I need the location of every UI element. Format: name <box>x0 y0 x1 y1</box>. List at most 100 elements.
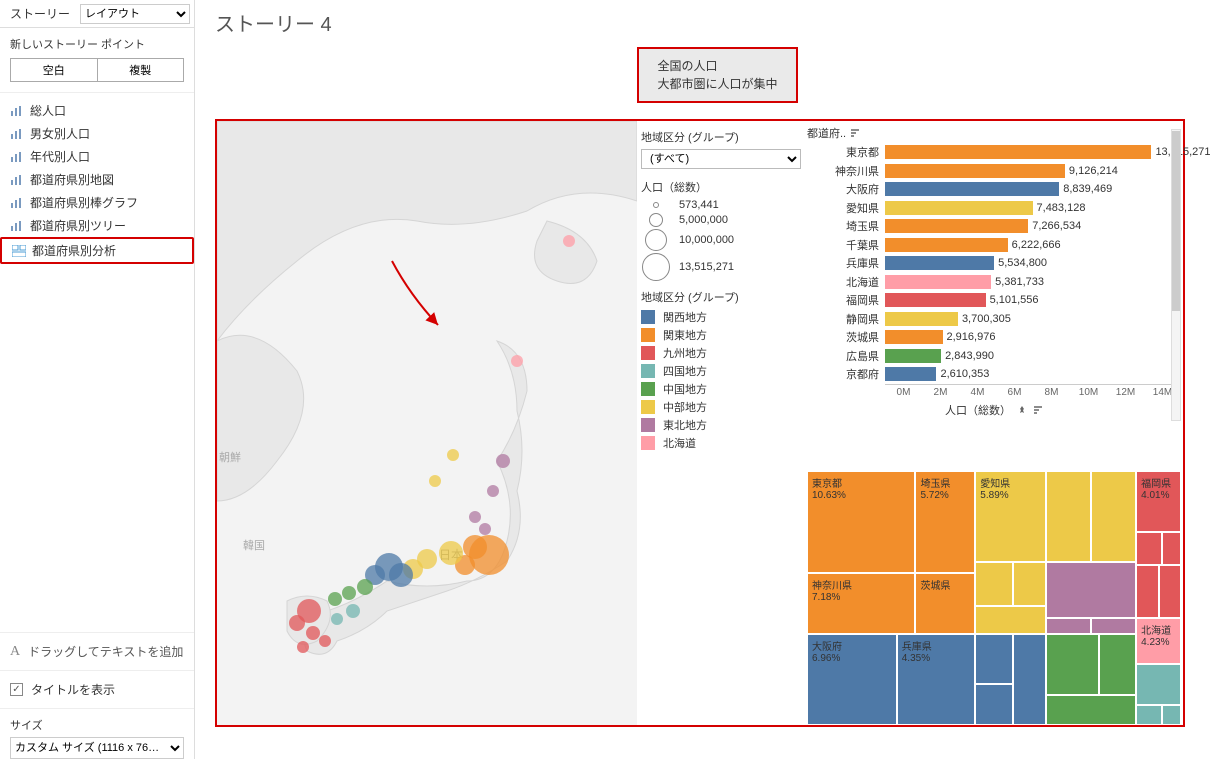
bar-row[interactable]: 愛知県7,483,128 <box>807 199 1181 218</box>
treemap-cell[interactable] <box>1136 565 1158 618</box>
map-bubble[interactable] <box>439 541 463 565</box>
color-legend-item[interactable]: 東北地方 <box>641 417 801 433</box>
treemap-cell[interactable] <box>1159 565 1181 618</box>
treemap-cell[interactable] <box>1162 705 1181 725</box>
size-legend-item: 573,441 <box>641 199 801 211</box>
story-title[interactable]: ストーリー 4 <box>215 0 1220 47</box>
bar-row[interactable]: 北海道5,381,733 <box>807 273 1181 292</box>
sheet-item[interactable]: 年代別人口 <box>0 145 194 168</box>
map-bubble[interactable] <box>331 613 343 625</box>
treemap-cell[interactable] <box>1136 705 1162 725</box>
bar-row[interactable]: 福岡県5,101,556 <box>807 291 1181 310</box>
treemap-cell[interactable]: 大阪府6.96% <box>807 634 897 725</box>
treemap-cell[interactable] <box>1046 618 1091 633</box>
treemap-cell[interactable]: 愛知県5.89% <box>975 471 1046 562</box>
map-bubble[interactable] <box>479 523 491 535</box>
pin-icon[interactable] <box>1017 405 1027 415</box>
filter-title: 地域区分 (グループ) <box>641 129 801 145</box>
map-label-nkorea: 朝鮮 <box>219 450 241 464</box>
treemap-cell[interactable] <box>1136 532 1162 565</box>
sheet-item[interactable]: 都道府県別地図 <box>0 168 194 191</box>
treemap-cell[interactable]: 埼玉県5.72% <box>915 471 975 573</box>
worksheet-icon <box>10 151 24 163</box>
bar-row[interactable]: 千葉県6,222,666 <box>807 236 1181 255</box>
treemap-cell[interactable] <box>1091 471 1136 562</box>
blank-button[interactable]: 空白 <box>10 58 98 82</box>
treemap-cell[interactable] <box>975 634 1012 685</box>
treemap-cell[interactable] <box>1099 634 1136 695</box>
treemap-cell[interactable]: 北海道4.23% <box>1136 618 1181 664</box>
treemap-cell[interactable]: 神奈川県7.18% <box>807 573 915 634</box>
treemap-cell[interactable]: 茨城県 <box>915 573 975 634</box>
bar-row[interactable]: 神奈川県9,126,214 <box>807 162 1181 181</box>
treemap-cell[interactable] <box>1162 532 1181 565</box>
sheet-item[interactable]: 男女別人口 <box>0 122 194 145</box>
treemap-cell[interactable] <box>975 562 1012 605</box>
sort-icon[interactable] <box>1033 405 1043 415</box>
map-bubble[interactable] <box>511 355 523 367</box>
treemap-cell[interactable] <box>975 606 1046 634</box>
map-bubble[interactable] <box>469 511 481 523</box>
map-bubble[interactable] <box>306 626 320 640</box>
sort-icon[interactable] <box>850 128 860 138</box>
map-bubble[interactable] <box>429 475 441 487</box>
treemap-cell[interactable]: 福岡県4.01% <box>1136 471 1181 532</box>
sheet-item[interactable]: 総人口 <box>0 99 194 122</box>
drag-text-hint[interactable]: A ドラッグしてテキストを追加 <box>0 632 194 670</box>
bar-chart[interactable]: 都道府.. 東京都13,515,271神奈川県9,126,214大阪府8,839… <box>807 125 1181 455</box>
treemap-cell[interactable] <box>1136 664 1181 705</box>
map-bubble[interactable] <box>357 579 373 595</box>
treemap-cell[interactable]: 兵庫県4.35% <box>897 634 976 725</box>
color-legend-item[interactable]: 関西地方 <box>641 309 801 325</box>
treemap-cell[interactable] <box>975 684 1012 725</box>
sheet-item[interactable]: 都道府県別ツリー <box>0 214 194 237</box>
map-bubble[interactable] <box>328 592 342 606</box>
map-bubble[interactable] <box>342 586 356 600</box>
map-bubble[interactable] <box>346 604 360 618</box>
color-legend-item[interactable]: 四国地方 <box>641 363 801 379</box>
map-bubble[interactable] <box>297 641 309 653</box>
duplicate-button[interactable]: 複製 <box>98 58 185 82</box>
treemap[interactable]: 東京都10.63%埼玉県5.72%神奈川県7.18%茨城県愛知県5.89% 福岡県… <box>807 471 1181 725</box>
map-bubble[interactable] <box>487 485 499 497</box>
worksheet-icon <box>10 220 24 232</box>
bar-row[interactable]: 静岡県3,700,305 <box>807 310 1181 329</box>
bar-row[interactable]: 広島県2,843,990 <box>807 347 1181 366</box>
size-legend-title: 人口（総数） <box>641 179 801 195</box>
color-legend-item[interactable]: 九州地方 <box>641 345 801 361</box>
color-legend-item[interactable]: 北海道 <box>641 435 801 451</box>
sheet-item[interactable]: 都道府県別棒グラフ <box>0 191 194 214</box>
treemap-cell[interactable] <box>1013 634 1047 725</box>
treemap-cell[interactable] <box>1046 634 1098 695</box>
color-legend-title: 地域区分 (グループ) <box>641 289 801 305</box>
treemap-cell[interactable] <box>1091 618 1136 633</box>
bar-row[interactable]: 埼玉県7,266,534 <box>807 217 1181 236</box>
color-legend-item[interactable]: 中国地方 <box>641 381 801 397</box>
color-legend-item[interactable]: 関東地方 <box>641 327 801 343</box>
map-bubble[interactable] <box>289 615 305 631</box>
show-title-checkbox[interactable]: ✓ タイトルを表示 <box>0 670 194 708</box>
size-select[interactable]: カスタム サイズ (1116 x 76… <box>10 737 184 759</box>
map-view[interactable]: 日本 韓国 朝鮮 <box>217 121 637 725</box>
layout-select[interactable]: レイアウト <box>80 4 190 24</box>
treemap-cell[interactable] <box>1046 562 1136 618</box>
sheet-item[interactable]: 都道府県別分析 <box>0 237 194 264</box>
map-bubble[interactable] <box>319 635 331 647</box>
treemap-cell[interactable]: 東京都10.63% <box>807 471 915 573</box>
tab-story[interactable]: ストーリー <box>0 5 80 22</box>
scrollbar[interactable] <box>1171 129 1181 421</box>
treemap-cell[interactable] <box>1013 562 1047 605</box>
treemap-cell[interactable] <box>1046 695 1136 725</box>
map-bubble[interactable] <box>563 235 575 247</box>
map-bubble[interactable] <box>496 454 510 468</box>
bar-row[interactable]: 東京都13,515,271 <box>807 143 1181 162</box>
filter-select[interactable]: (すべて) <box>641 149 801 169</box>
story-caption[interactable]: 全国の人口 大都市圏に人口が集中 <box>637 47 797 103</box>
bar-row[interactable]: 兵庫県5,534,800 <box>807 254 1181 273</box>
map-bubble[interactable] <box>447 449 459 461</box>
bar-row[interactable]: 大阪府8,839,469 <box>807 180 1181 199</box>
color-legend-item[interactable]: 中部地方 <box>641 399 801 415</box>
bar-row[interactable]: 茨城県2,916,976 <box>807 328 1181 347</box>
bar-row[interactable]: 京都府2,610,353 <box>807 365 1181 384</box>
treemap-cell[interactable] <box>1046 471 1091 562</box>
